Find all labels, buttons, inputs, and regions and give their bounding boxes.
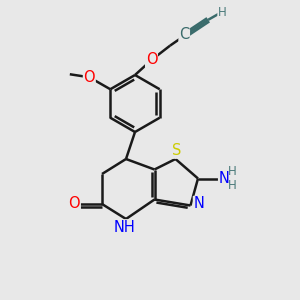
Text: NH: NH [114,220,135,235]
Text: N: N [194,196,204,211]
Text: H: H [218,6,227,19]
Text: O: O [83,70,95,85]
Text: H: H [228,165,237,178]
Text: N: N [219,171,230,186]
Text: C: C [179,27,189,42]
Text: O: O [146,52,157,68]
Text: O: O [69,196,80,211]
Text: S: S [172,143,182,158]
Text: H: H [228,178,237,192]
